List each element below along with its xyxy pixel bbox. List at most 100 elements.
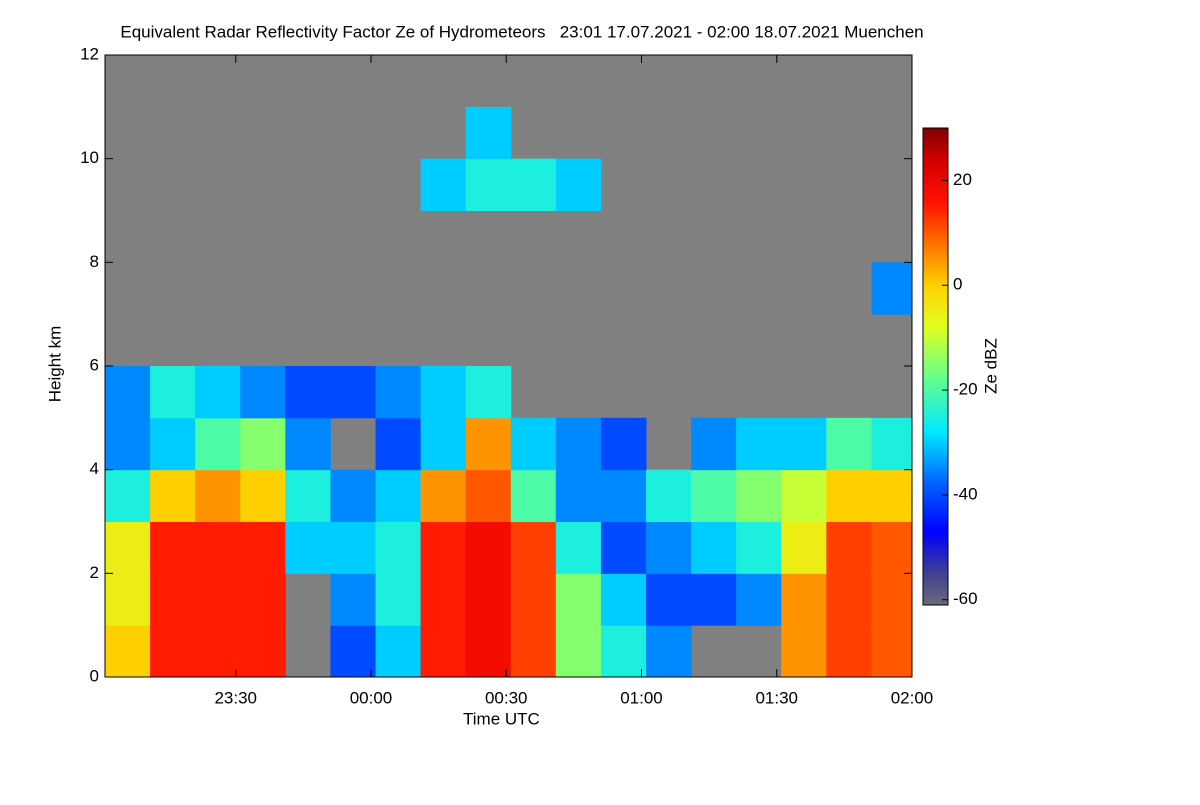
- heatmap: [105, 106, 912, 677]
- heatmap-cell: [285, 521, 331, 574]
- heatmap-cell: [285, 469, 331, 522]
- heatmap-cell: [600, 573, 647, 626]
- heatmap-cell: [240, 573, 286, 626]
- heatmap-cell: [781, 573, 827, 626]
- heatmap-cell: [646, 625, 692, 677]
- heatmap-cell: [150, 366, 196, 419]
- heatmap-cell: [600, 469, 647, 522]
- heatmap-cell: [555, 521, 602, 574]
- heatmap-cell: [105, 573, 151, 626]
- heatmap-cell: [646, 521, 692, 574]
- heatmap-cell: [240, 625, 286, 677]
- heatmap-cell: [330, 521, 377, 574]
- heatmap-cell: [781, 417, 827, 471]
- heatmap-cell: [240, 469, 286, 522]
- heatmap-cell: [330, 625, 377, 677]
- heatmap-cell: [420, 158, 467, 211]
- heatmap-cell: [195, 469, 241, 522]
- heatmap-cell: [105, 469, 151, 522]
- heatmap-cell: [871, 625, 912, 677]
- x-tick-label: 00:00: [350, 688, 393, 707]
- heatmap-cell: [691, 521, 737, 574]
- heatmap-cell: [781, 625, 827, 677]
- heatmap-cell: [736, 521, 782, 574]
- chart-title: Equivalent Radar Reflectivity Factor Ze …: [120, 22, 923, 41]
- heatmap-cell: [375, 521, 422, 574]
- colorbar: [922, 127, 949, 606]
- heatmap-cell: [105, 521, 151, 574]
- heatmap-cell: [555, 573, 602, 626]
- x-tick-label: 23:30: [214, 688, 257, 707]
- y-tick-label: 12: [80, 44, 99, 63]
- heatmap-cell: [871, 573, 912, 626]
- heatmap-cell: [600, 625, 647, 677]
- heatmap-cell: [150, 625, 196, 677]
- colorbar-tick-label: -40: [953, 484, 978, 503]
- heatmap-cell: [420, 417, 467, 471]
- heatmap-cell: [465, 521, 512, 574]
- heatmap-cell: [826, 469, 872, 522]
- colorbar-tick-label: 0: [953, 275, 962, 294]
- heatmap-cell: [150, 521, 196, 574]
- heatmap-cell: [420, 521, 467, 574]
- heatmap-cell: [736, 573, 782, 626]
- x-tick-label: 01:00: [620, 688, 663, 707]
- heatmap-cell: [510, 417, 557, 471]
- heatmap-cell: [510, 521, 557, 574]
- heatmap-cell: [240, 366, 286, 419]
- heatmap-cell: [646, 573, 692, 626]
- heatmap-cell: [420, 625, 467, 677]
- heatmap-cell: [736, 417, 782, 471]
- y-tick-label: 4: [90, 459, 99, 478]
- heatmap-cell: [826, 521, 872, 574]
- colorbar-tick-label: -20: [953, 380, 978, 399]
- heatmap-cell: [105, 625, 151, 677]
- heatmap-cell: [510, 469, 557, 522]
- heatmap-cell: [691, 573, 737, 626]
- heatmap-cell: [646, 469, 692, 522]
- y-tick-label: 10: [80, 148, 99, 167]
- heatmap-cell: [691, 469, 737, 522]
- heatmap-cell: [375, 469, 422, 522]
- heatmap-cell: [826, 417, 872, 471]
- heatmap-cell: [195, 366, 241, 419]
- heatmap-cell: [240, 417, 286, 471]
- colorbar-tick-label: 20: [953, 170, 972, 189]
- heatmap-cell: [871, 262, 912, 315]
- heatmap-cell: [195, 625, 241, 677]
- heatmap-cell: [285, 417, 331, 471]
- y-tick-label: 0: [90, 666, 99, 685]
- heatmap-cell: [375, 417, 422, 471]
- heatmap-cell: [375, 625, 422, 677]
- y-tick-label: 2: [90, 563, 99, 582]
- heatmap-cell: [691, 417, 737, 471]
- heatmap-cell: [420, 366, 467, 419]
- heatmap-cell: [510, 625, 557, 677]
- heatmap-cell: [465, 158, 512, 211]
- heatmap-cell: [510, 573, 557, 626]
- x-tick-label: 02:00: [891, 688, 934, 707]
- heatmap-cell: [150, 573, 196, 626]
- heatmap-cell: [375, 573, 422, 626]
- heatmap-cell: [555, 417, 602, 471]
- heatmap-cell: [871, 417, 912, 471]
- x-axis-label: Time UTC: [463, 709, 540, 728]
- y-tick-label: 8: [90, 252, 99, 271]
- heatmap-cell: [600, 417, 647, 471]
- heatmap-cell: [600, 521, 647, 574]
- heatmap-cell: [150, 469, 196, 522]
- heatmap-cell: [195, 521, 241, 574]
- colorbar-tick-label: -60: [953, 589, 978, 608]
- heatmap-cell: [105, 417, 151, 471]
- heatmap-cell: [736, 469, 782, 522]
- y-tick-label: 6: [90, 355, 99, 374]
- heatmap-cell: [465, 366, 512, 419]
- heatmap-cell: [510, 158, 557, 211]
- heatmap-cell: [285, 366, 331, 419]
- heatmap-cell: [555, 625, 602, 677]
- heatmap-cell: [826, 625, 872, 677]
- heatmap-cell: [781, 521, 827, 574]
- colorbar-label: Ze dBZ: [981, 338, 1000, 394]
- heatmap-cell: [465, 417, 512, 471]
- x-tick-label: 01:30: [755, 688, 798, 707]
